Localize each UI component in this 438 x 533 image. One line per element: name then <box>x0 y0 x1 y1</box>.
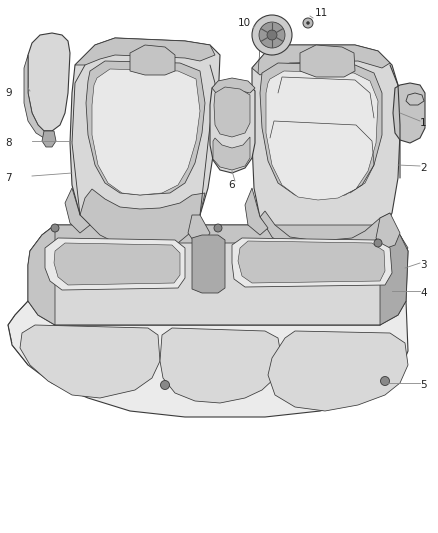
Polygon shape <box>20 325 160 398</box>
Circle shape <box>51 224 59 232</box>
Polygon shape <box>252 45 400 255</box>
Polygon shape <box>245 188 268 235</box>
Polygon shape <box>80 189 205 245</box>
Text: 9: 9 <box>5 88 12 98</box>
Polygon shape <box>86 61 205 195</box>
Text: 6: 6 <box>228 180 235 190</box>
Text: 1: 1 <box>420 118 427 128</box>
Polygon shape <box>130 45 175 75</box>
Circle shape <box>267 30 277 40</box>
Polygon shape <box>28 225 55 325</box>
Text: 5: 5 <box>420 380 427 390</box>
Circle shape <box>374 239 382 247</box>
Text: 10: 10 <box>238 18 251 28</box>
Polygon shape <box>75 38 215 65</box>
Polygon shape <box>213 137 250 170</box>
Polygon shape <box>252 45 390 75</box>
Polygon shape <box>232 238 392 287</box>
Polygon shape <box>268 331 408 411</box>
Polygon shape <box>266 71 378 200</box>
Polygon shape <box>393 83 425 143</box>
Polygon shape <box>65 188 90 233</box>
Polygon shape <box>92 69 200 195</box>
Polygon shape <box>210 81 255 173</box>
Circle shape <box>214 224 222 232</box>
Circle shape <box>303 18 313 28</box>
Polygon shape <box>30 225 408 261</box>
Polygon shape <box>160 328 282 403</box>
Text: 11: 11 <box>315 8 328 18</box>
Polygon shape <box>406 93 424 105</box>
Polygon shape <box>28 225 408 325</box>
Polygon shape <box>376 213 400 249</box>
Polygon shape <box>54 243 180 285</box>
Polygon shape <box>192 235 225 293</box>
Text: 4: 4 <box>420 288 427 298</box>
Polygon shape <box>214 87 250 137</box>
Polygon shape <box>70 38 220 248</box>
Text: 8: 8 <box>5 138 12 148</box>
Polygon shape <box>45 238 185 290</box>
Circle shape <box>160 381 170 390</box>
Text: 7: 7 <box>5 173 12 183</box>
Text: 3: 3 <box>420 260 427 270</box>
Circle shape <box>381 376 389 385</box>
Circle shape <box>259 22 285 48</box>
Polygon shape <box>238 241 385 283</box>
Circle shape <box>252 15 292 55</box>
Polygon shape <box>8 301 408 417</box>
Polygon shape <box>188 215 210 243</box>
Polygon shape <box>24 55 52 138</box>
Polygon shape <box>260 63 382 198</box>
Polygon shape <box>28 33 70 131</box>
Polygon shape <box>260 211 390 253</box>
Polygon shape <box>380 225 408 325</box>
Polygon shape <box>212 78 255 93</box>
Circle shape <box>307 21 310 25</box>
Polygon shape <box>300 45 355 77</box>
Polygon shape <box>42 131 56 147</box>
Text: 2: 2 <box>420 163 427 173</box>
